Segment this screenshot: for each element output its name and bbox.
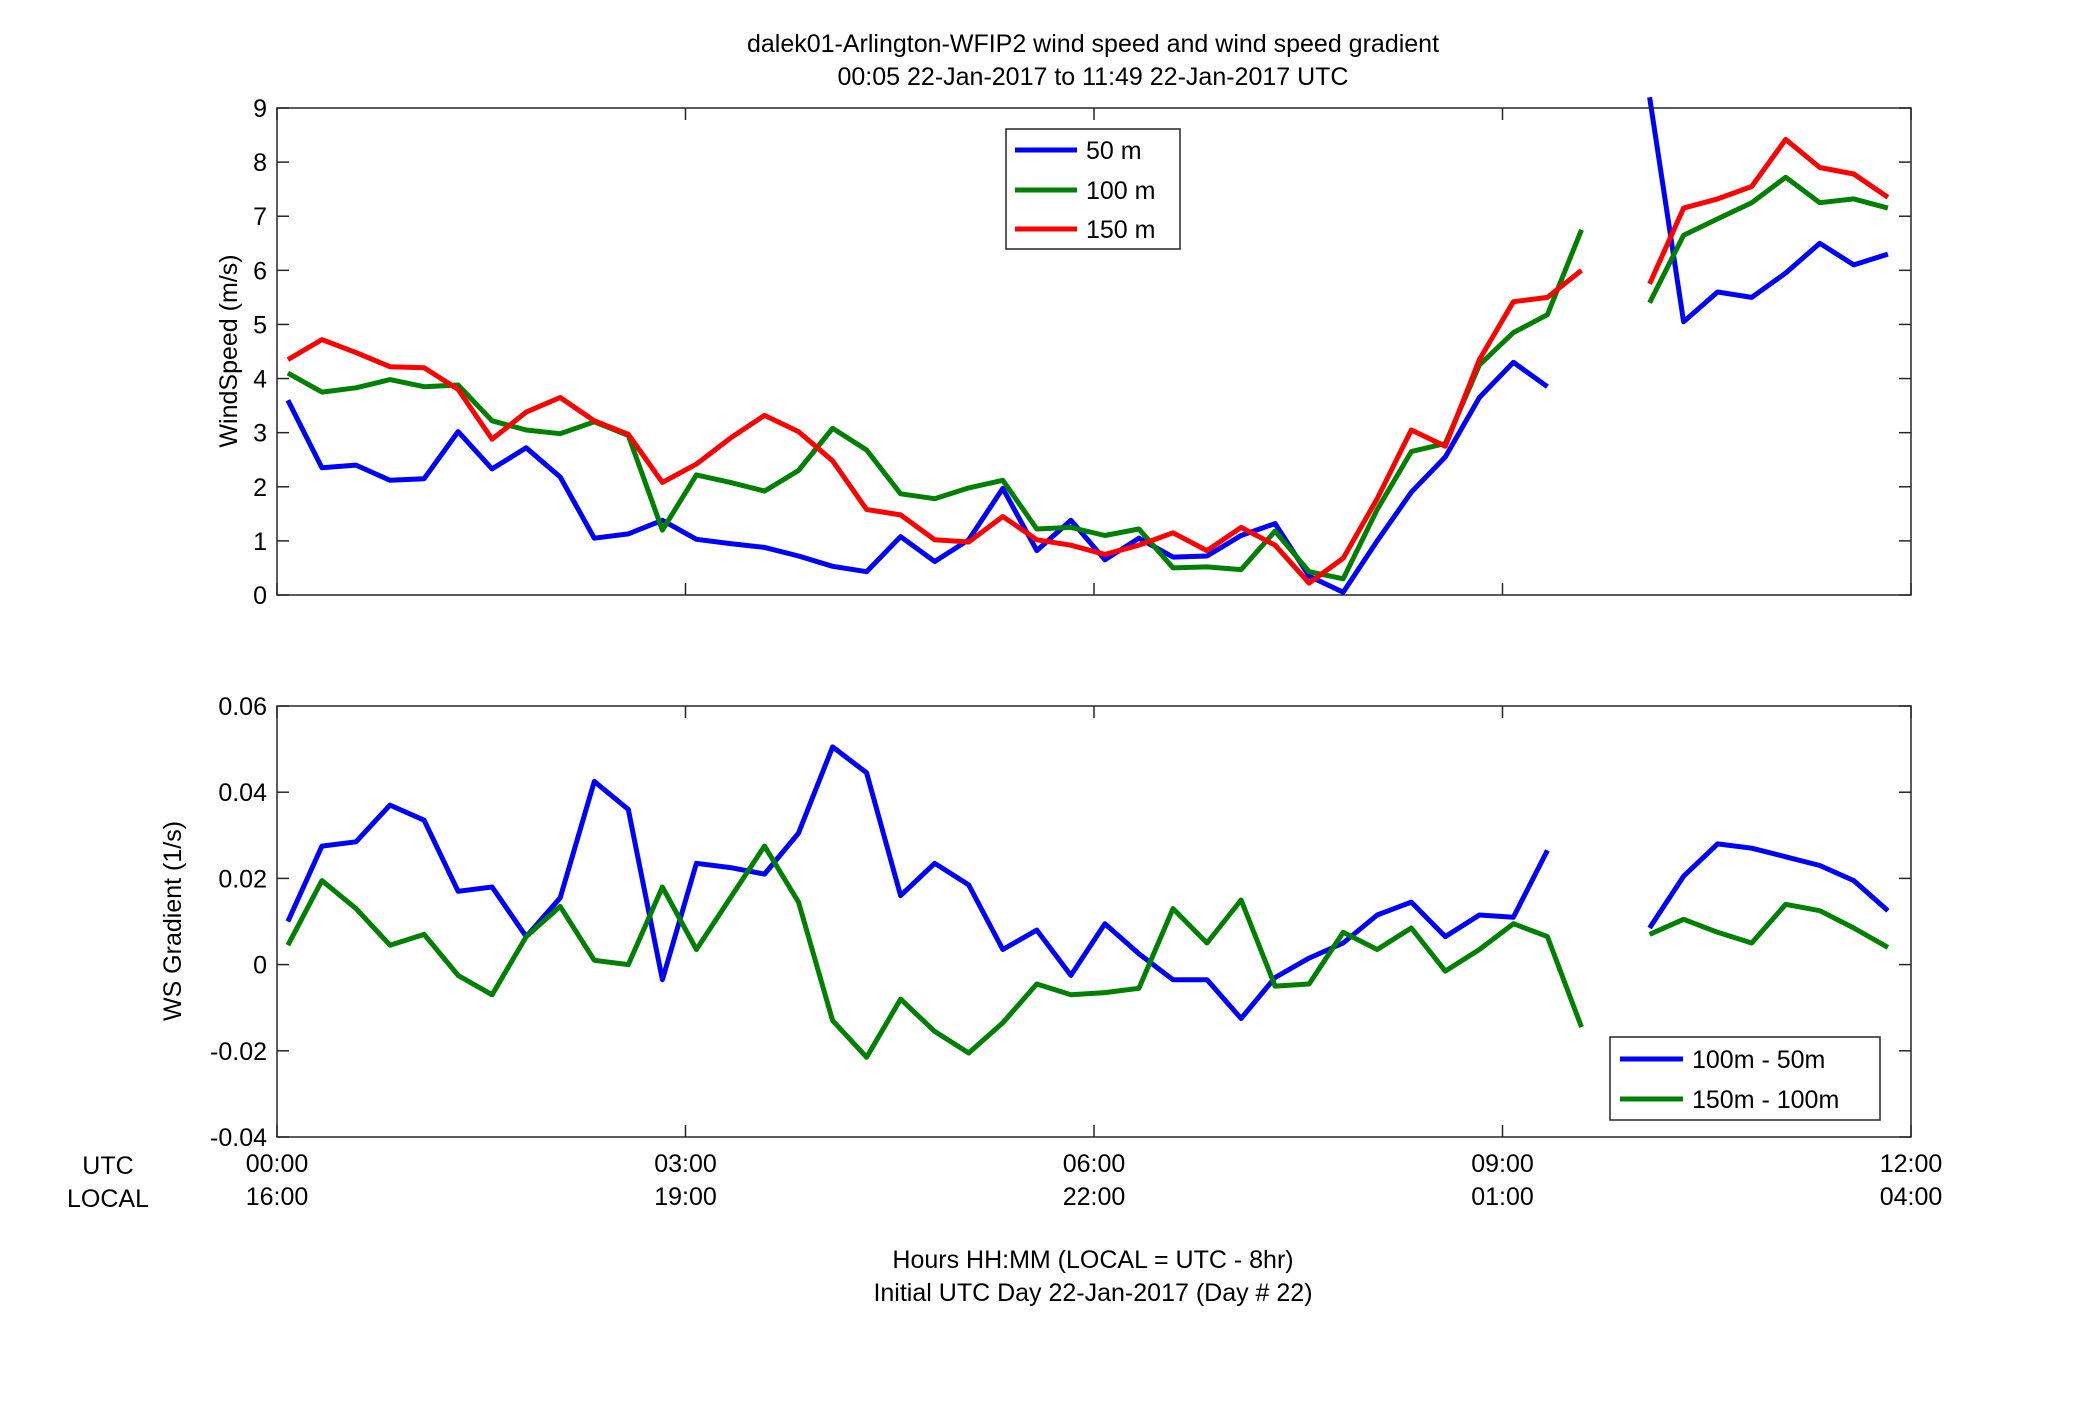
windspeed-ytick-label: 5 [253,311,267,339]
windspeed-series-line [1647,136,1890,285]
utc-tick-label: 00:00 [246,1150,309,1178]
utc-tick-label: 12:00 [1880,1150,1943,1178]
chart-title: dalek01-Arlington-WFIP2 wind speed and w… [747,30,1439,58]
legend-label-150m: 150 m [1086,216,1155,244]
windspeed-series-1 [285,96,1889,595]
windspeed-y-axis-label: WindSpeed (m/s) [215,254,243,447]
local-tick-label: 04:00 [1880,1183,1943,1211]
windspeed-ytick-label: 3 [253,420,267,448]
local-tick-label: 01:00 [1471,1183,1534,1211]
gradient-ytick-label: 0.02 [218,865,267,893]
gradient-series-line [285,843,1584,1060]
gradient-axis-ticks: -0.04 -0.02 0 0.02 0.04 0.06 [210,693,1912,1152]
windspeed-ytick-label: 2 [253,474,267,502]
windspeed-series-line [286,228,1584,582]
x-axis-label: Hours HH:MM (LOCAL = UTC - 8hr) [892,1246,1293,1274]
windspeed-ytick-label: 9 [253,95,267,123]
windspeed-ytick-label: 4 [253,366,267,394]
gradient-plot-frame [276,705,1912,1138]
windspeed-series-2 [286,174,1889,582]
windspeed-ytick-label: 0 [253,582,267,610]
gradient-series-group [285,744,1890,1060]
windspeed-ytick-label: 7 [253,203,267,231]
gradient-ytick-label: -0.04 [210,1124,267,1152]
windspeed-plot-frame [276,107,1912,596]
utc-tick-label: 06:00 [1063,1150,1126,1178]
windspeed-series-line [286,268,1584,586]
utc-tick-label: 09:00 [1471,1150,1534,1178]
gradient-ytick-label: 0.06 [218,693,267,721]
windspeed-series-3 [286,136,1890,586]
windspeed-panel: 0 1 2 3 4 5 6 7 8 9 WindSpeed (m/s) 50 m 100 m 15… [215,95,1912,610]
gradient-series-line [1647,841,1890,930]
gradient-series-line [1648,901,1890,950]
windspeed-legend: 50 m 100 m 150 m [1005,128,1181,250]
legend-label-100m-50m: 100m - 50m [1692,1046,1825,1074]
legend-label-50m: 50 m [1086,137,1142,165]
windspeed-series-line [1647,174,1889,304]
gradient-legend: 100m - 50m 150m - 100m [1609,1036,1881,1121]
windspeed-series-line [285,359,1549,595]
local-tick-label: 19:00 [654,1183,717,1211]
chart-subtitle: 00:05 22-Jan-2017 to 11:49 22-Jan-2017 U… [838,63,1349,91]
windspeed-axis-ticks: 0 1 2 3 4 5 6 7 8 9 [253,95,1912,610]
gradient-panel: -0.04 -0.02 0 0.02 0.04 0.06 WS Gradient (1/s… [159,693,1912,1152]
windspeed-ytick-label: 6 [253,257,267,285]
x-axis-label-line2: Initial UTC Day 22-Jan-2017 (Day # 22) [873,1279,1312,1307]
gradient-ytick-label: -0.02 [210,1038,267,1066]
gradient-ytick-label: 0 [253,952,267,980]
gradient-legend-box [1609,1036,1881,1121]
windspeed-ytick-label: 8 [253,149,267,177]
legend-label-100m: 100 m [1086,177,1155,205]
local-row-label: LOCAL [67,1185,149,1213]
windspeed-series-group [285,96,1890,595]
gradient-series-line [285,744,1550,1021]
windspeed-ytick-label: 1 [253,528,267,556]
gradient-series-1 [285,744,1890,1021]
gradient-ytick-label: 0.04 [218,779,267,807]
utc-tick-label: 03:00 [654,1150,717,1178]
utc-row-label: UTC [82,1152,133,1180]
local-tick-label: 16:00 [246,1183,309,1211]
local-tick-label: 22:00 [1063,1183,1126,1211]
windspeed-series-line [1647,96,1889,325]
gradient-y-axis-label: WS Gradient (1/s) [159,821,187,1021]
legend-label-150m-100m: 150m - 100m [1692,1086,1839,1114]
time-axis-tick-labels: 00:00 16:00 03:00 19:00 06:00 22:00 09:00 01:00… [246,1150,1943,1211]
gradient-series-2 [285,843,1890,1060]
